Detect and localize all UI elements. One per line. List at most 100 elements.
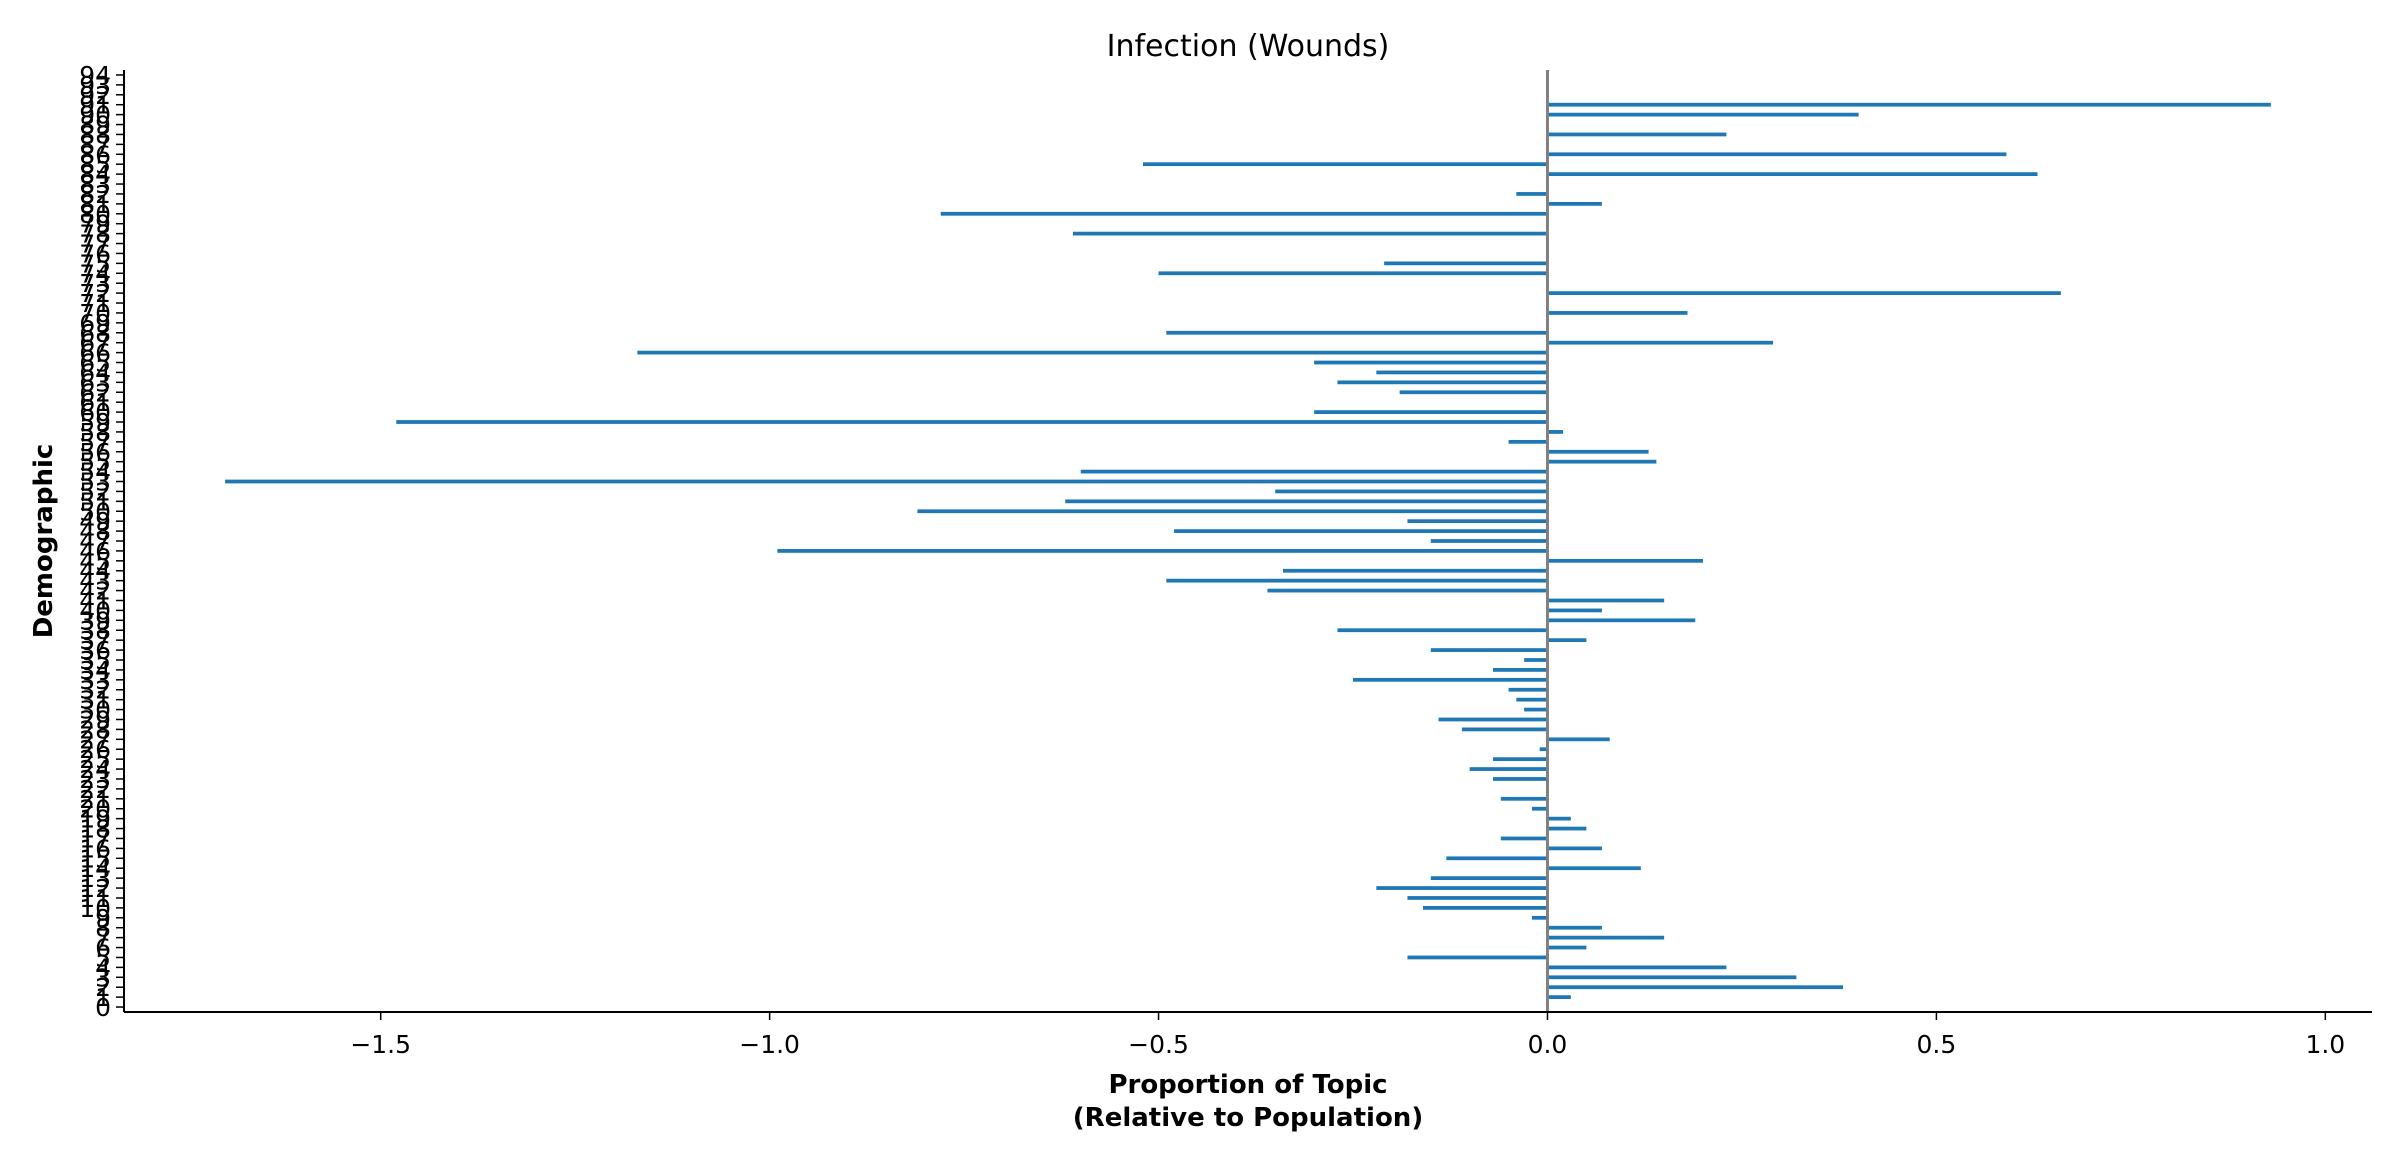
- bar-58: [1547, 430, 1564, 434]
- bar-59: [396, 420, 1548, 424]
- bar-57: [1508, 439, 1548, 444]
- y-tick-label-52: 52: [79, 477, 111, 506]
- bar-46: [777, 549, 1548, 553]
- y-tick-label-33: 33: [79, 666, 111, 695]
- y-tick-label-43: 43: [79, 567, 111, 596]
- x-tick-label-0: −1.5: [350, 1030, 411, 1059]
- y-tick-label-83: 83: [79, 170, 111, 199]
- y-tick-label-85: 85: [79, 150, 111, 179]
- y-tick-label-11: 11: [79, 884, 111, 913]
- bar-24: [1469, 767, 1548, 771]
- y-tick-label-86: 86: [79, 140, 111, 169]
- y-tick-label-3: 3: [95, 963, 111, 992]
- x-tick-label-3: 0.0: [1528, 1030, 1568, 1059]
- bar-28: [1461, 727, 1548, 732]
- x-ticks-group: −1.5 −1.0 −0.5 0.0 0.5 1.0: [350, 1012, 2345, 1059]
- y-tick-label-38: 38: [79, 616, 111, 645]
- bar-13: [1430, 876, 1548, 881]
- x-tick-label-5: 1.0: [2305, 1030, 2345, 1059]
- y-tick-label-69: 69: [79, 309, 111, 338]
- y-tick-label-90: 90: [79, 101, 111, 130]
- y-tick-label-23: 23: [79, 765, 111, 794]
- bar-86: [1547, 152, 2007, 157]
- y-tick-label-36: 36: [79, 636, 111, 665]
- y-tick-label-17: 17: [79, 824, 111, 853]
- y-tick-label-63: 63: [79, 368, 111, 397]
- bar-9: [1531, 915, 1548, 920]
- y-tick-label-7: 7: [95, 924, 111, 953]
- y-tick-label-35: 35: [79, 646, 111, 675]
- y-tick-label-91: 91: [79, 91, 111, 120]
- bar-7: [1547, 935, 1665, 940]
- y-tick-label-74: 74: [79, 259, 111, 288]
- y-tick-label-54: 54: [79, 458, 111, 487]
- y-tick-label-71: 71: [79, 289, 111, 318]
- bar-14: [1547, 866, 1641, 871]
- y-tick-label-60: 60: [79, 398, 111, 427]
- y-tick-label-48: 48: [79, 517, 111, 546]
- y-tick-label-46: 46: [79, 537, 111, 566]
- bar-51: [1065, 499, 1548, 504]
- y-tick-label-61: 61: [79, 388, 111, 417]
- y-tick-label-47: 47: [79, 527, 111, 556]
- y-tick-label-67: 67: [79, 329, 111, 358]
- bar-2: [1547, 985, 1844, 990]
- bar-47: [1430, 539, 1548, 543]
- y-tick-label-44: 44: [79, 557, 111, 586]
- y-tick-label-79: 79: [79, 210, 111, 239]
- bar-85: [1142, 162, 1548, 167]
- bar-21: [1500, 796, 1548, 801]
- bar-72: [1547, 291, 2061, 295]
- bar-23: [1493, 777, 1548, 781]
- bar-4: [1547, 965, 1727, 970]
- y-tick-label-12: 12: [79, 874, 111, 903]
- bar-1: [1547, 995, 1571, 1000]
- bar-56: [1547, 449, 1649, 454]
- y-tick-label-20: 20: [79, 795, 111, 824]
- y-tick-label-21: 21: [79, 785, 111, 814]
- y-tick-label-73: 73: [79, 269, 111, 298]
- y-tick-label-93: 93: [79, 71, 111, 100]
- bar-6: [1547, 945, 1587, 950]
- bar-37: [1547, 638, 1587, 643]
- y-tick-label-1: 1: [95, 983, 111, 1012]
- y-tick-label-4: 4: [95, 953, 111, 982]
- y-tick-label-27: 27: [79, 725, 111, 754]
- y-tick-label-29: 29: [79, 705, 111, 734]
- bar-64: [1376, 370, 1548, 375]
- bar-53: [225, 479, 1548, 484]
- bar-33: [1353, 677, 1548, 682]
- bar-12: [1376, 886, 1548, 890]
- bar-62: [1399, 390, 1548, 395]
- bar-52: [1275, 489, 1548, 494]
- bar-66: [637, 350, 1548, 355]
- y-tick-label-64: 64: [79, 358, 111, 387]
- bar-17: [1500, 836, 1548, 841]
- y-tick-label-49: 49: [79, 507, 111, 536]
- bar-80: [940, 211, 1548, 216]
- y-tick-label-55: 55: [79, 448, 111, 477]
- y-tick-label-50: 50: [79, 497, 111, 526]
- bar-55: [1547, 459, 1657, 464]
- bar-78: [1072, 231, 1548, 236]
- y-ticks-group: 0123456789101112131415161718192021222324…: [79, 61, 124, 1022]
- bar-43: [1166, 578, 1548, 583]
- y-tick-label-18: 18: [79, 815, 111, 844]
- y-tick-label-2: 2: [95, 973, 111, 1002]
- y-tick-label-81: 81: [79, 190, 111, 219]
- bar-40: [1547, 608, 1602, 613]
- bar-10: [1423, 906, 1548, 910]
- y-tick-label-51: 51: [79, 487, 111, 516]
- y-tick-label-28: 28: [79, 715, 111, 744]
- axes-group: [123, 70, 2372, 1013]
- y-tick-label-94: 94: [79, 61, 111, 90]
- y-tick-label-16: 16: [79, 834, 111, 863]
- y-tick-label-37: 37: [79, 626, 111, 655]
- bar-31: [1516, 697, 1548, 702]
- y-tick-label-92: 92: [79, 81, 111, 110]
- bar-16: [1547, 846, 1602, 851]
- y-tick-label-77: 77: [79, 230, 111, 259]
- y-tick-label-89: 89: [79, 111, 111, 140]
- y-tick-label-41: 41: [79, 586, 111, 615]
- bar-75: [1384, 261, 1548, 266]
